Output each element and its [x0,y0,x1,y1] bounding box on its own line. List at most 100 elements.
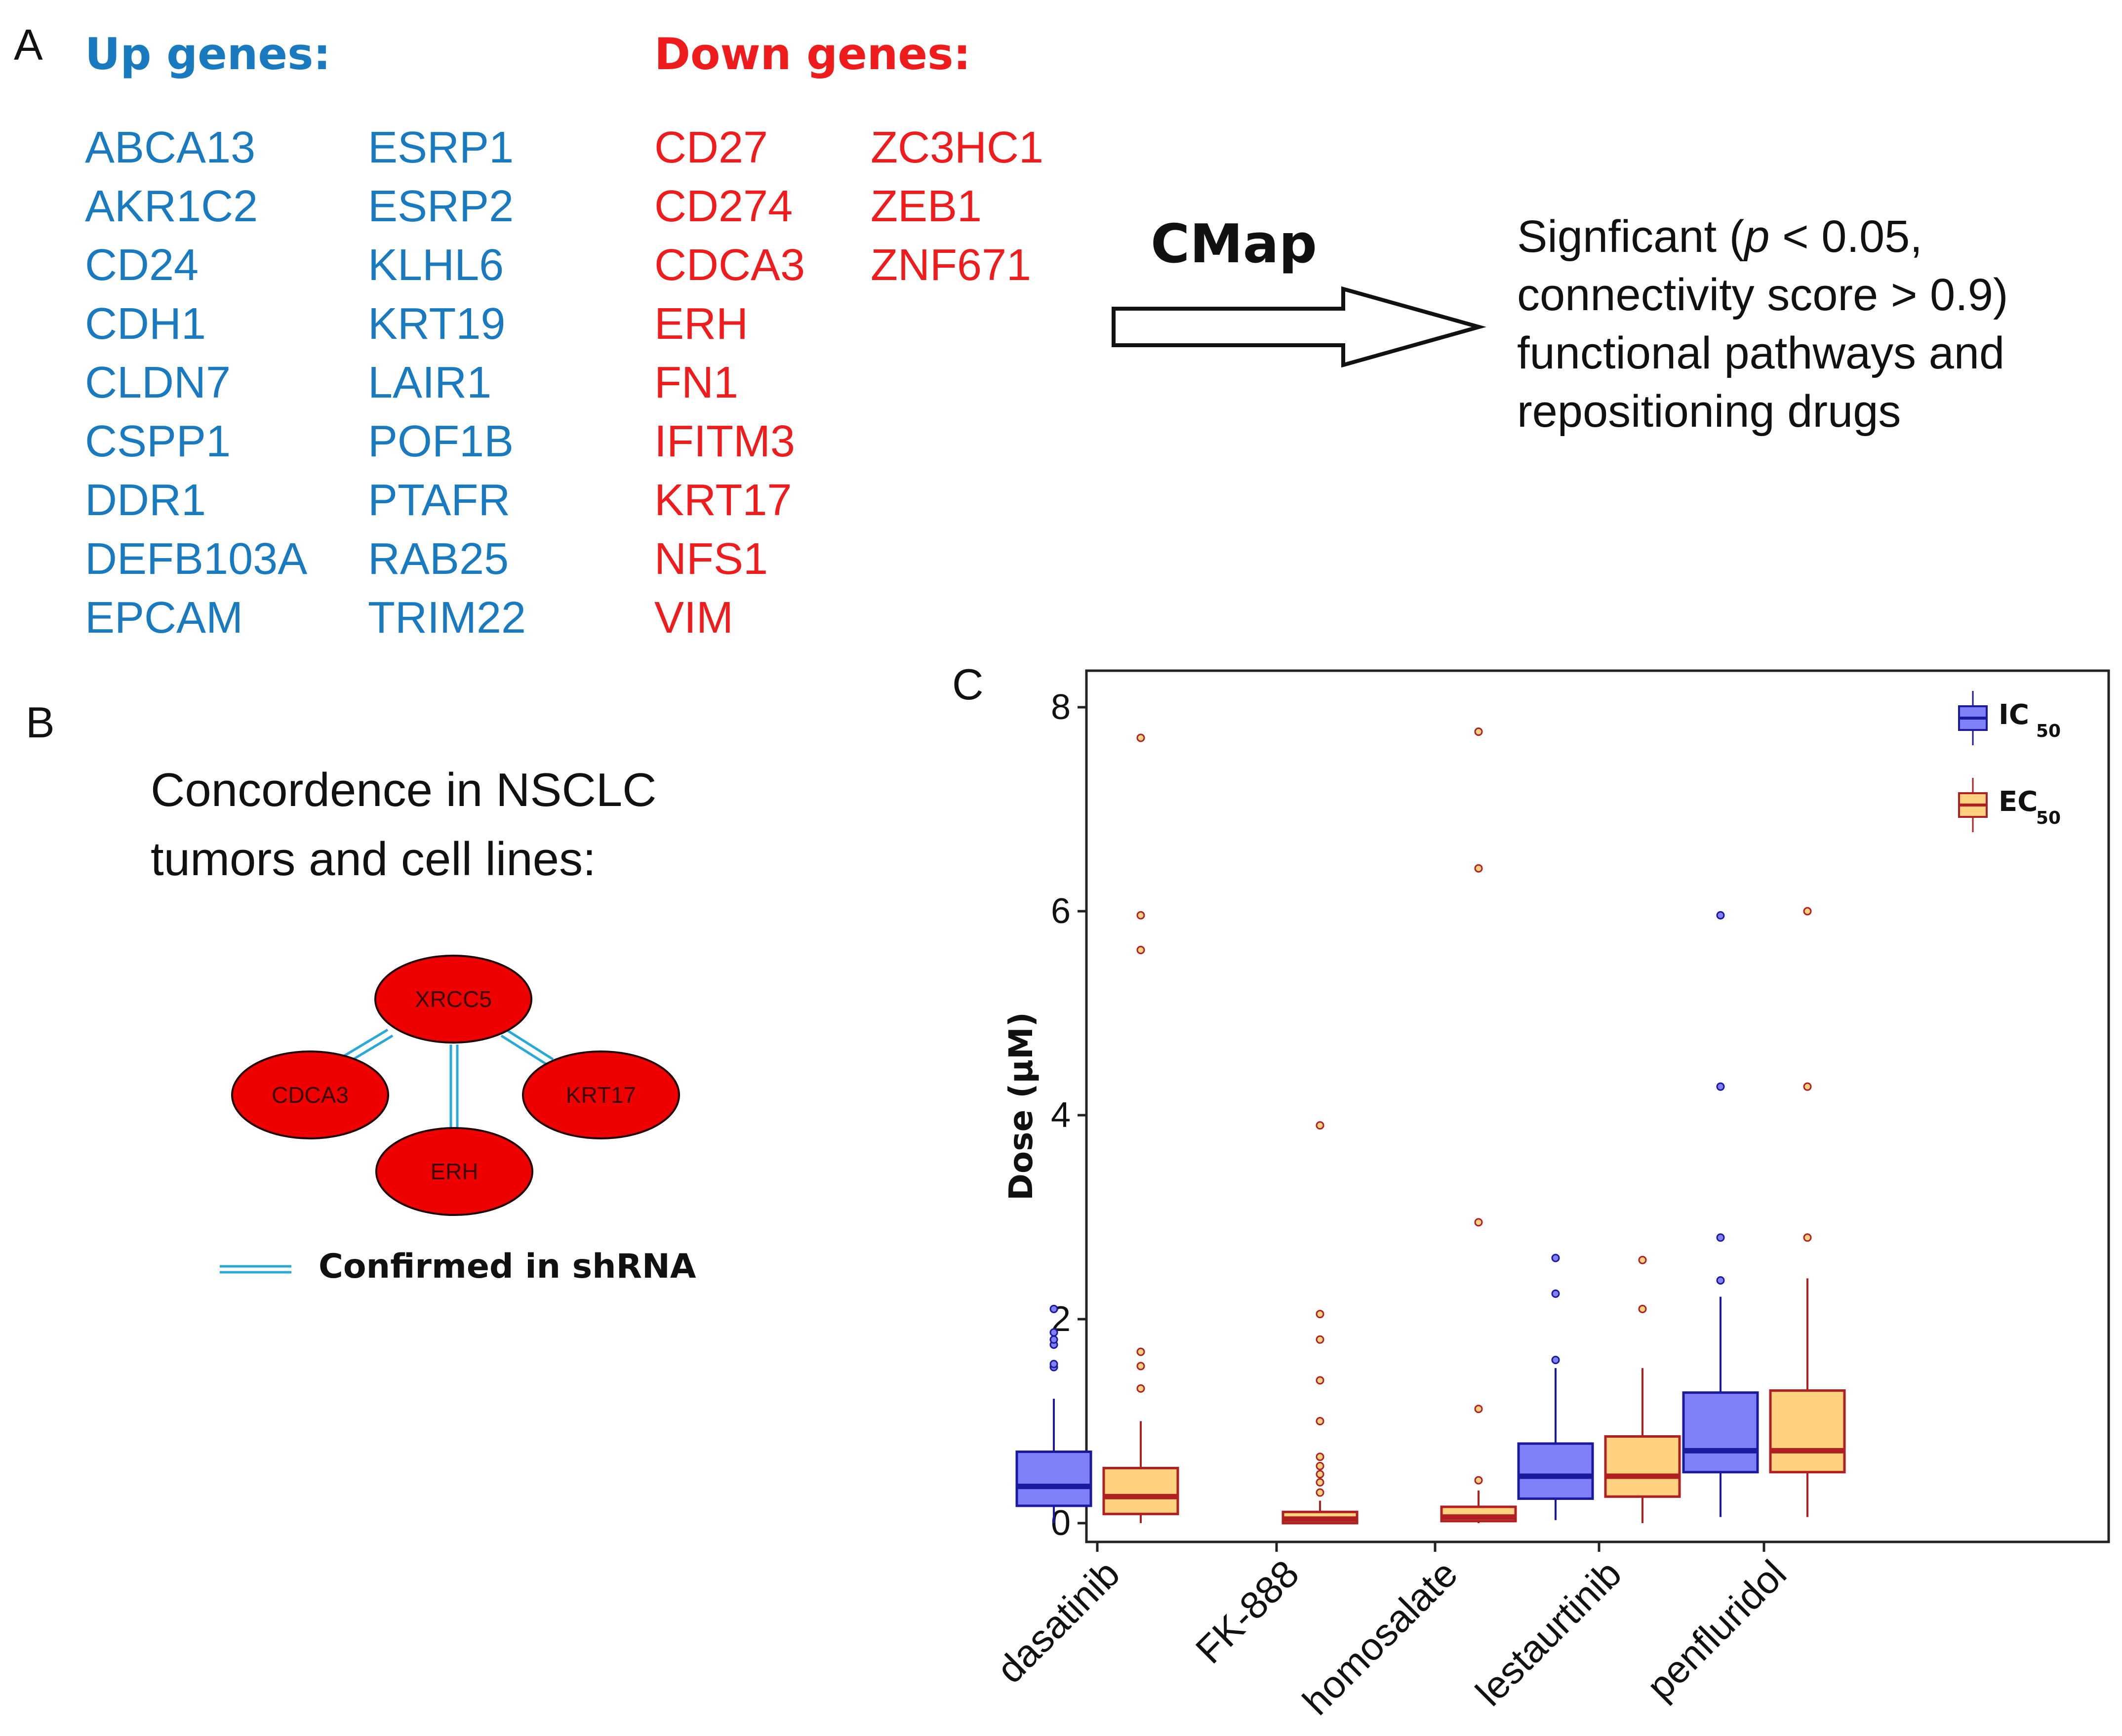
outlier-ic50-dasatinib-1 [1049,1360,1058,1369]
shrna-legend-label: Confirmed in shRNA [319,1247,696,1286]
outlier-ec50-fk-888-4 [1316,1453,1324,1461]
gene-krt19: KRT19 [368,299,506,349]
outlier-ec50-homosalate-3 [1474,864,1483,873]
legend-sub-0: 50 [2036,721,2061,741]
outlier-ec50-homosalate-2 [1474,1218,1483,1227]
node-xrcc5-label: XRCC5 [415,986,492,1012]
outlier-ec50-fk-888-7 [1316,1335,1324,1344]
outlier-ec50-fk-888-3 [1316,1461,1324,1470]
result-text: Signficant (p < 0.05, connectivity score… [1517,207,2008,441]
concordance-line-1: Concordence in NSCLC [151,764,657,816]
outlier-ec50-penfluridol-0 [1803,1233,1812,1242]
outlier-ec50-lestaurtinib-0 [1638,1304,1647,1313]
outlier-ec50-penfluridol-2 [1803,907,1812,916]
node-xrcc5: XRCC5 [374,955,532,1044]
outlier-ic50-lestaurtinib-1 [1551,1289,1560,1298]
gene-krt17: KRT17 [654,476,792,525]
outlier-ec50-fk-888-1 [1316,1478,1324,1487]
edge-xrcc5-krt17-b [500,1034,549,1067]
outlier-ic50-dasatinib-4 [1049,1328,1058,1337]
up-genes-column-2: ESRP1 ESRP2 KLHL6 KRT19 LAIR1 POF1B PTAFR RAB25… [368,119,526,647]
outlier-ic50-lestaurtinib-2 [1551,1253,1560,1262]
gene-trim22: TRIM22 [368,593,526,643]
outlier-ec50-dasatinib-3 [1136,945,1145,954]
outlier-ec50-dasatinib-2 [1136,1347,1145,1356]
box-ec50-penfluridol [1769,1389,1846,1474]
down-genes-header: Down genes: [654,29,971,80]
box-ic50-penfluridol [1682,1391,1759,1474]
concordance-title: Concordence in NSCLC tumors and cell lin… [151,756,657,894]
panel-b-letter: B [26,698,55,747]
outlier-ic50-penfluridol-3 [1716,911,1725,920]
outlier-ec50-homosalate-0 [1474,1476,1483,1485]
gene-pof1b: POF1B [368,417,514,466]
down-genes-column-1: CD27 CD274 CDCA3 ERH FN1 IFITM3 KRT17 NFS1 VIM [654,119,805,647]
gene-esrp1: ESRP1 [368,123,514,172]
node-krt17: KRT17 [522,1050,680,1139]
result-line-4: repositioning drugs [1517,386,1901,437]
gene-ifitm3: IFITM3 [654,417,795,466]
outlier-ic50-penfluridol-2 [1716,1082,1725,1091]
y-tick-label-8: 8 [1051,687,1071,727]
box-ic50-dasatinib [1015,1450,1092,1507]
outlier-ic50-lestaurtinib-0 [1551,1356,1560,1365]
outlier-ec50-dasatinib-1 [1136,1362,1145,1371]
outlier-ec50-lestaurtinib-1 [1638,1255,1647,1264]
gene-klhl6: KLHL6 [368,241,504,290]
node-erh: ERH [375,1127,533,1216]
outlier-ec50-homosalate-4 [1474,727,1483,736]
gene-cdh1: CDH1 [85,299,206,349]
outlier-ec50-fk-888-5 [1316,1417,1324,1425]
x-tick-label-lestaurtinib: lestaurtinib [1467,1552,1630,1714]
gene-abca13: ABCA13 [85,123,256,172]
shrna-legend-line [220,1265,291,1274]
x-tick-label-FK-888: FK-888 [1187,1552,1307,1672]
gene-erh: ERH [654,299,749,349]
gene-cspp1: CSPP1 [85,417,231,466]
node-cdca3-label: CDCA3 [272,1082,349,1108]
outlier-ec50-fk-888-2 [1316,1470,1324,1479]
gene-cd274: CD274 [654,182,793,231]
node-cdca3: CDCA3 [231,1050,389,1139]
result-line-1b: < 0.05, [1769,211,1922,262]
gene-cldn7: CLDN7 [85,358,231,407]
result-line-3: functional pathways and [1517,328,2005,378]
outlier-ec50-dasatinib-5 [1136,733,1145,742]
outlier-ec50-penfluridol-1 [1803,1082,1812,1091]
outlier-ic50-dasatinib-3 [1049,1335,1058,1344]
gene-vim: VIM [654,593,734,643]
y-axis-label: Dose (μM) [1002,1012,1040,1201]
outlier-ic50-penfluridol-0 [1716,1276,1725,1285]
outlier-ec50-fk-888-8 [1316,1310,1324,1319]
gene-lair1: LAIR1 [368,358,492,407]
up-genes-header: Up genes: [85,29,331,80]
x-tick-label-homosalate: homosalate [1294,1552,1466,1723]
y-tick-label-4: 4 [1051,1095,1071,1135]
gene-defb103a: DEFB103A [85,534,308,584]
gene-cd24: CD24 [85,241,199,290]
outlier-ic50-dasatinib-5 [1049,1304,1058,1313]
cmap-arrow [1112,286,1486,368]
concordance-line-2: tumors and cell lines: [151,833,596,886]
result-line-2: connectivity score > 0.9) [1517,270,2008,320]
outlier-ec50-fk-888-0 [1316,1488,1324,1497]
result-p: p [1744,211,1770,262]
legend-label-0: IC [1999,699,2029,731]
gene-ddr1: DDR1 [85,476,206,525]
up-genes-column-1: ABCA13 AKR1C2 CD24 CDH1 CLDN7 CSPP1 DDR1 DEFB10… [85,119,307,647]
outlier-ic50-penfluridol-1 [1716,1233,1725,1242]
legend-sub-1: 50 [2036,808,2061,828]
x-tick-label-penfluridol: penfluridol [1638,1552,1795,1708]
network-diagram: XRCC5 CDCA3 KRT17 ERH [231,955,680,1216]
result-line-1a: Signficant ( [1517,211,1745,262]
outlier-ec50-dasatinib-0 [1136,1384,1145,1393]
box-ec50-lestaurtinib [1604,1435,1681,1498]
gene-ptafr: PTAFR [368,476,511,525]
gene-zeb1: ZEB1 [871,182,982,231]
gene-esrp2: ESRP2 [368,182,514,231]
cmap-label: CMap [1151,213,1317,275]
outlier-ec50-fk-888-9 [1316,1121,1324,1130]
y-tick-label-6: 6 [1051,891,1071,931]
node-krt17-label: KRT17 [566,1082,636,1108]
